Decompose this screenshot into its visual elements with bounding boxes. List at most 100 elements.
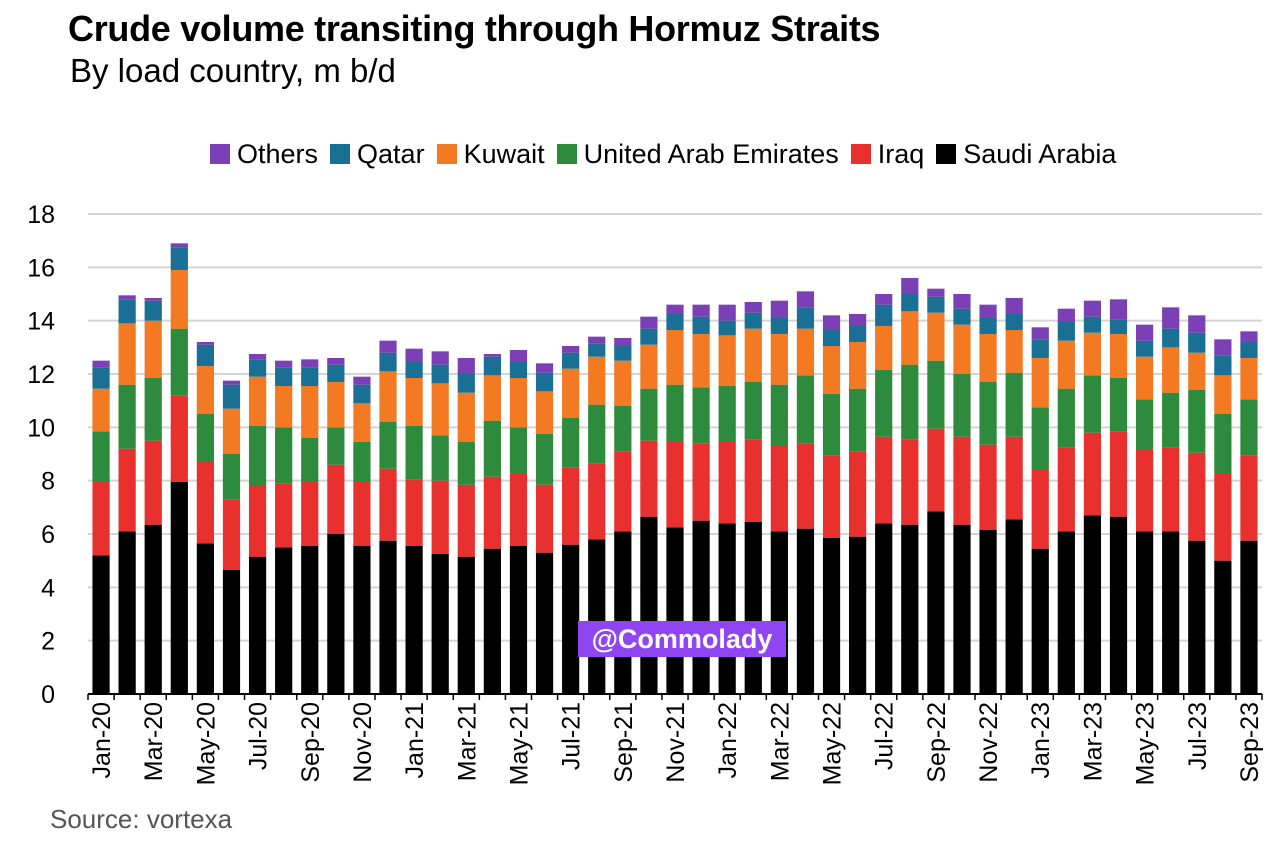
bar-segment	[118, 531, 136, 694]
bar-segment	[92, 360, 110, 368]
bar-segment	[275, 367, 293, 386]
bar-segment	[275, 547, 293, 694]
bar-segment	[327, 364, 345, 382]
bar-segment	[979, 318, 997, 334]
bar-segment	[796, 291, 815, 308]
bar-segment	[248, 486, 267, 557]
bar-segment	[875, 436, 893, 524]
bar-segment	[927, 312, 945, 361]
bar-segment	[1083, 332, 1102, 376]
bar-segment	[275, 427, 293, 484]
bar-segment	[92, 482, 110, 556]
bar-segment	[144, 300, 162, 321]
bar-segment	[248, 426, 267, 486]
bar-segment	[1031, 327, 1049, 340]
bar-segment	[1005, 519, 1023, 694]
bar-segment	[353, 376, 371, 385]
bars	[92, 243, 1258, 694]
bar-segment	[118, 448, 136, 532]
bar-segment	[953, 374, 971, 437]
bar-segment	[170, 270, 188, 329]
bar-segment	[196, 342, 215, 345]
bar-segment	[118, 323, 136, 385]
chart-legend: Others Qatar Kuwait United Arab Emirates Ira…	[210, 136, 1128, 172]
bar-segment	[901, 439, 919, 525]
legend-item: Qatar	[330, 139, 425, 170]
bar-segment	[405, 426, 423, 480]
bar-segment	[614, 531, 632, 694]
bar-segment	[509, 546, 528, 694]
legend-label: Iraq	[877, 138, 925, 169]
bar-segment	[1188, 452, 1206, 541]
bar-segment	[953, 308, 971, 325]
bar-segment	[718, 523, 736, 694]
y-tick-label: 16	[27, 254, 55, 282]
bar-segment	[718, 386, 736, 442]
bar-segment	[770, 300, 788, 318]
bar-segment	[640, 440, 658, 517]
bar-segment	[222, 384, 241, 409]
bar-segment	[666, 527, 684, 694]
bar-segment	[1005, 298, 1023, 314]
x-tick-label: Jul-21	[558, 702, 586, 770]
bar-segment	[770, 446, 788, 532]
bar-segment	[562, 418, 580, 468]
bar-segment	[849, 314, 867, 326]
bar-segment	[222, 570, 241, 694]
bar-segment	[692, 304, 710, 317]
bar-segment	[1188, 315, 1206, 333]
bar-segment	[301, 438, 319, 482]
bar-segment	[1083, 316, 1102, 333]
bar-segment	[822, 455, 841, 538]
y-tick-label: 2	[41, 628, 55, 656]
bar-segment	[275, 386, 293, 428]
legend-item: United Arab Emirates	[556, 139, 839, 170]
bar-segment	[718, 335, 736, 386]
x-tick-label: Nov-20	[349, 702, 377, 783]
x-axis-ticks: Jan-20 Mar-20 May-20 Jul-20 Sep-20 Nov-20 Jan-…	[88, 702, 1264, 785]
bar-segment	[327, 427, 345, 465]
bar-segment	[1031, 470, 1049, 549]
x-tick-label: Sep-21	[610, 702, 638, 783]
bar-segment	[1240, 331, 1258, 342]
bar-segment	[614, 346, 632, 361]
bar-segment	[222, 499, 241, 570]
bar-segment	[796, 375, 815, 444]
x-tick-label: Sep-20	[297, 702, 325, 783]
bar-segment	[796, 528, 815, 694]
bar-segment	[405, 479, 423, 546]
bar-segment	[327, 358, 345, 365]
bar-segment	[849, 342, 867, 389]
bar-segment	[979, 530, 997, 694]
y-tick-label: 0	[41, 681, 55, 709]
bar-segment	[1005, 314, 1023, 330]
bar-segment	[692, 316, 710, 334]
bar-segment	[301, 482, 319, 546]
x-tick-label: May-21	[505, 702, 533, 785]
bar-segment	[144, 524, 162, 694]
bar-segment	[327, 534, 345, 694]
bar-segment	[405, 378, 423, 426]
bar-segment	[588, 356, 606, 405]
bar-segment	[457, 442, 475, 485]
bar-segment	[1162, 328, 1180, 348]
bar-segment	[353, 442, 371, 482]
bar-segment	[666, 304, 684, 314]
legend-item: Others	[210, 139, 318, 170]
bar-segment	[770, 318, 788, 334]
bar-segment	[509, 474, 528, 546]
bar-segment	[301, 546, 319, 694]
bar-segment	[744, 439, 762, 522]
bar-segment	[483, 375, 501, 421]
x-tick-label: Jul-20	[245, 702, 273, 770]
bar-segment	[1057, 388, 1075, 448]
bar-segment	[588, 404, 606, 464]
bar-segment	[901, 311, 919, 365]
bar-segment	[1083, 375, 1102, 433]
bar-segment	[640, 328, 658, 345]
bar-segment	[275, 360, 293, 368]
bar-segment	[248, 354, 267, 360]
y-tick-label: 18	[27, 201, 55, 229]
bar-segment	[535, 363, 554, 373]
bar-segment	[170, 395, 188, 482]
